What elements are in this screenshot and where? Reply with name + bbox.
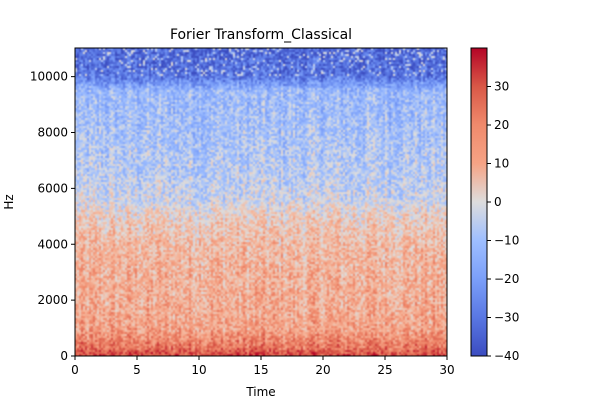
colorbar-tick-label: −10	[494, 234, 519, 248]
colorbar	[470, 47, 488, 357]
x-tick-label: 15	[253, 363, 268, 377]
x-tick-label: 25	[377, 363, 392, 377]
x-tick-label: 5	[133, 363, 141, 377]
x-tick-label: 10	[191, 363, 206, 377]
y-axis-label: Hz	[2, 194, 16, 209]
colorbar-tick-label: 20	[494, 118, 509, 132]
colorbar-tick-label: −20	[494, 272, 519, 286]
spectrogram-heatmap	[75, 48, 447, 356]
colorbar-axis: −40 −30 −20 −10 0 10 20 30	[487, 80, 519, 363]
y-tick-label: 2000	[37, 293, 68, 307]
y-axis: 0 2000 4000 6000 8000 10000	[30, 70, 75, 363]
colorbar-tick-label: −30	[494, 311, 519, 325]
colorbar-tick-label: 10	[494, 157, 509, 171]
y-tick-label: 6000	[37, 181, 68, 195]
x-axis-label: Time	[245, 385, 275, 399]
colorbar-tick-label: 0	[494, 195, 502, 209]
y-tick-label: 8000	[37, 126, 68, 140]
chart-title: Forier Transform_Classical	[170, 27, 352, 43]
colorbar-tick-label: −40	[494, 349, 519, 363]
x-axis: 0 5 10 15 20 25 30	[71, 356, 455, 377]
y-tick-label: 0	[60, 349, 68, 363]
x-tick-label: 20	[315, 363, 330, 377]
colorbar-tick-label: 30	[494, 80, 509, 94]
y-tick-label: 10000	[30, 70, 68, 84]
spectrogram-image	[75, 48, 447, 356]
x-tick-label: 30	[439, 363, 454, 377]
y-tick-label: 4000	[37, 237, 68, 251]
x-tick-label: 0	[71, 363, 79, 377]
